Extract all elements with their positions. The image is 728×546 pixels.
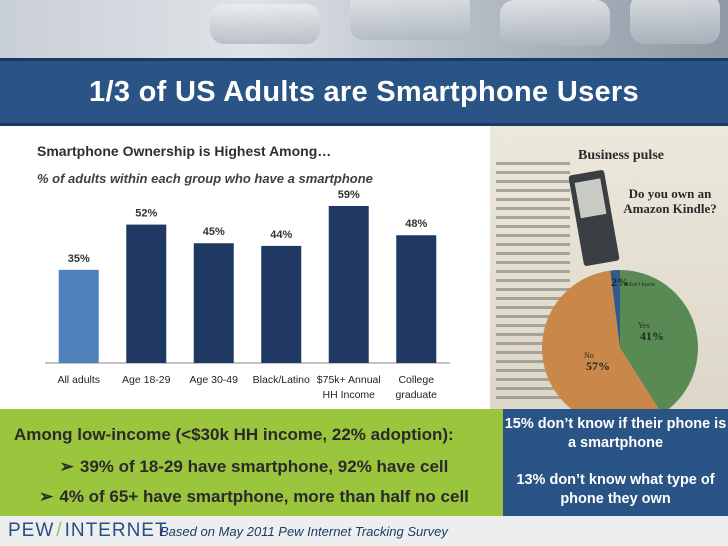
newspaper-question: Do you own an Amazon Kindle?	[623, 186, 717, 216]
pie-slice	[610, 270, 620, 348]
newspaper-photo: Business pulse Do you own an Amazon Kind…	[490, 126, 728, 409]
unknown-phone-type-note: 13% don’t know what type of phone they o…	[516, 472, 715, 507]
low-income-bullet-1: ➢ 39% of 18-29 have smartphone, 92% have …	[59, 457, 449, 476]
pie-slice-label: 57%	[586, 359, 610, 373]
unknown-smartphone-note: 15% don’t know if their phone is a smart…	[504, 416, 727, 451]
low-income-bullet-2: ➢ 4% of 65+ have smartphone, more than ha…	[39, 487, 469, 506]
bar-value-label: 52%	[135, 208, 157, 220]
pie-slice-name: No	[584, 351, 594, 360]
category-tick-label: All adults	[57, 374, 100, 386]
pie-slice-name: Yes	[638, 321, 650, 330]
pew-internet-logo: PEW / INTERNET	[8, 520, 168, 541]
pie-slice	[620, 270, 698, 409]
category-tick-label: graduate	[396, 389, 438, 401]
pie-slice	[542, 270, 659, 409]
chart-title: Smartphone Ownership is Highest Among…	[37, 143, 332, 159]
bar	[193, 243, 234, 363]
bar	[58, 269, 99, 363]
bar-value-label: 59%	[338, 190, 360, 201]
footer	[0, 516, 728, 546]
low-income-heading: Among low-income (<$30k HH income, 22% a…	[14, 425, 454, 444]
pie-slice-name: I don't know	[625, 282, 656, 288]
kindle-pie-chart: 41%Yes 57%No 2%I don't know	[542, 270, 698, 409]
newspaper-headline: Business pulse	[578, 148, 664, 163]
bar-value-label: 44%	[270, 229, 292, 241]
slide-title: 1/3 of US Adults are Smartphone Users	[89, 75, 639, 108]
bar-value-label: 35%	[68, 253, 90, 265]
pie-slice-label: 2%	[611, 275, 629, 289]
bar-value-label: 45%	[203, 226, 225, 238]
bar	[328, 205, 369, 363]
unknown-phone-callout: 15% don’t know if their phone is a smart…	[503, 409, 728, 516]
title-bar: 1/3 of US Adults are Smartphone Users	[0, 58, 728, 126]
pie-slice-label: 41%	[640, 329, 664, 343]
bar	[261, 245, 302, 363]
bar	[396, 235, 437, 363]
bar-value-label: 48%	[405, 218, 427, 230]
chart-subtitle: % of adults within each group who have a…	[37, 171, 373, 186]
category-tick-label: Age 18-29	[122, 374, 171, 386]
low-income-callout: Among low-income (<$30k HH income, 22% a…	[0, 409, 503, 516]
bar-chart: 35% All adults 52% Age 18-29 45% Age 30-49 44%…	[45, 190, 450, 401]
photo-banner	[0, 0, 728, 58]
category-tick-label: Black/Latino	[253, 374, 310, 386]
category-tick-label: Age 30-49	[190, 374, 239, 386]
category-tick-label: $75k+ Annual	[317, 374, 381, 386]
bar	[126, 224, 167, 363]
category-tick-label: HH Income	[322, 389, 375, 401]
category-tick-label: College	[398, 374, 434, 386]
source-footnote: Based on May 2011 Pew Internet Tracking …	[160, 524, 448, 539]
